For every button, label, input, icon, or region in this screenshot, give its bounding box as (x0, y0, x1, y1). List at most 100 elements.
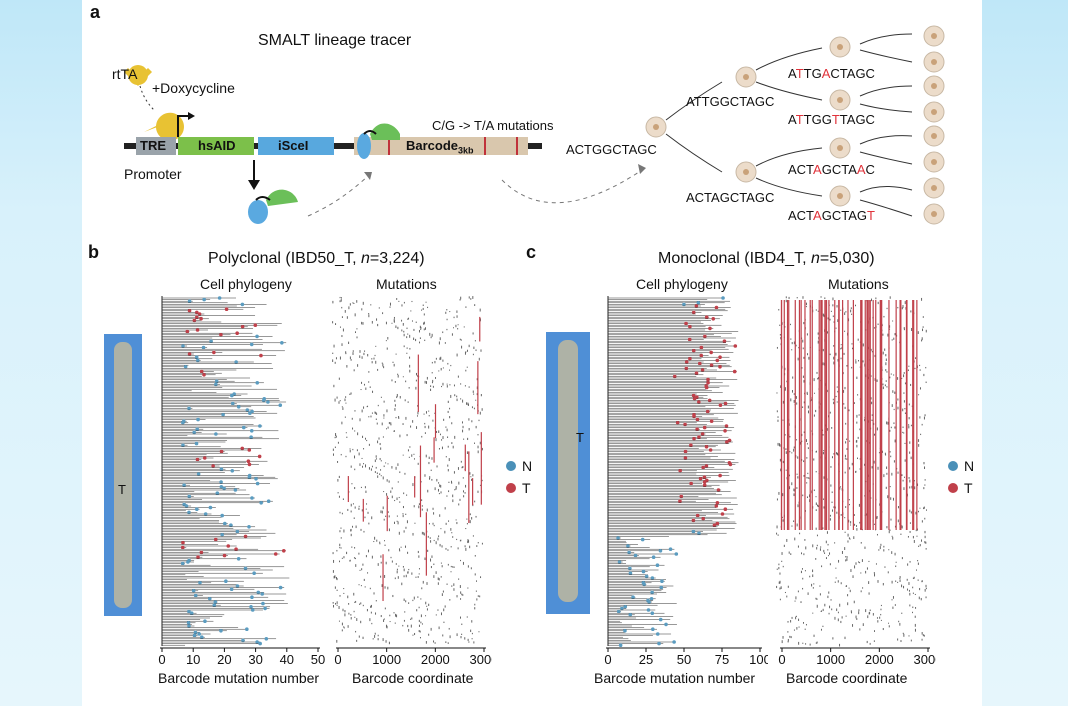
mutation-mark (802, 347, 804, 350)
tick-label: 1000 (372, 652, 401, 667)
mutation-column (800, 300, 802, 530)
mutation-mark (372, 390, 374, 393)
mutation-mark (415, 386, 417, 390)
mutation-mark (790, 620, 792, 623)
mutation-mark (457, 324, 459, 326)
mutation-mark (902, 426, 904, 428)
mutation-mark (350, 614, 352, 616)
mutation-mark (455, 324, 457, 328)
mutation-mark (909, 441, 911, 444)
mutation-mark (466, 522, 468, 525)
mutation-mark (355, 630, 357, 633)
mutation-mark (379, 543, 381, 545)
mutation-mark (904, 476, 906, 478)
mutation-mark (915, 569, 917, 571)
mutation-mark (477, 445, 479, 449)
mutation-mark (787, 638, 789, 642)
mutation-mark (414, 522, 416, 524)
tree-leaf-dot (192, 633, 197, 638)
mutation-mark (362, 636, 364, 640)
mutation-mark (921, 339, 923, 342)
mutation-mark (475, 425, 477, 429)
mutation-mark (362, 301, 364, 305)
mutation-mark (424, 327, 426, 330)
mutation-mark (367, 572, 369, 574)
mutation-mark (826, 531, 828, 534)
mutation-mark (339, 543, 341, 547)
mutation-mark (796, 627, 798, 630)
mutation-mark (886, 371, 888, 373)
mutation-mark (432, 507, 434, 510)
mutation-mark (829, 563, 831, 566)
mutation-mark (339, 356, 341, 360)
mutation-mark (889, 296, 891, 299)
mutation-mark (434, 487, 436, 491)
mutation-mark (922, 328, 924, 332)
mutation-mark (456, 398, 458, 402)
mutation-mark (895, 565, 897, 568)
mutation-mark (366, 503, 368, 505)
tree-leaf-dot (633, 553, 638, 558)
mutation-mark (442, 590, 444, 593)
panel-c-phylogeny-label: Cell phylogeny (636, 276, 728, 292)
mutation-mark (417, 375, 419, 377)
mutation-mark (398, 496, 400, 499)
mutation-mark (338, 620, 340, 622)
tree-leaf-dot (672, 640, 676, 644)
mutation-mark (468, 403, 470, 406)
mutation-mark (460, 598, 462, 600)
mutation-mark (370, 304, 372, 306)
mutation-mark (884, 452, 886, 455)
mutation-mark (394, 521, 396, 524)
mutation-mark (802, 339, 804, 343)
mutation-mark (865, 609, 867, 613)
mutation-mark (446, 383, 448, 385)
mutation-mark (806, 482, 808, 484)
mutation-mark (776, 525, 778, 529)
mutation-mark (876, 379, 878, 382)
mutation-mark (481, 479, 483, 482)
mutation-mark (822, 527, 824, 529)
mutation-mark (851, 366, 853, 369)
mutation-mark (832, 398, 834, 401)
tick-label: 25 (639, 652, 653, 667)
mutation-mark (449, 599, 451, 601)
mutation-mark (402, 514, 404, 518)
mutation-mark (478, 631, 480, 633)
mutation-mark (840, 347, 842, 350)
mutation-mark (404, 611, 406, 613)
mutation-mark (373, 540, 375, 543)
mutation-mark (337, 441, 339, 444)
mutation-mark (856, 414, 858, 418)
tree-leaf-dot (199, 369, 204, 374)
sequence-segment: GCTA (821, 162, 857, 177)
tree-leaf-dot (187, 510, 191, 515)
mutation-mark (447, 549, 449, 551)
mutation-mark (907, 535, 909, 538)
mutation-mark (411, 572, 413, 575)
mutation-mark (431, 457, 433, 460)
mutation-mark (780, 468, 782, 472)
mutation-mark (801, 552, 803, 555)
mutation-mark (793, 393, 795, 395)
mutation-mark (476, 580, 478, 582)
mutation-mark (425, 454, 427, 458)
tree-leaf-dot (224, 579, 228, 583)
mutation-mark (354, 430, 356, 432)
tre-label: TRE (140, 138, 166, 153)
mutation-mark (348, 306, 350, 310)
tree-leaf-dot (198, 581, 202, 585)
mutation-mark (338, 401, 340, 404)
mutation-mark (333, 559, 335, 563)
mutation-mark (408, 568, 410, 571)
mutation-column (479, 316, 481, 342)
mutation-mark (460, 636, 462, 639)
mutation-mark (355, 564, 357, 567)
mutation-mark (855, 304, 857, 307)
mutation-mark (428, 603, 430, 606)
mutation-mark (790, 636, 792, 639)
mutation-column (824, 300, 826, 530)
mutation-mark (384, 540, 386, 542)
mutation-mark (441, 565, 443, 568)
tree-leaf-dot (258, 641, 262, 646)
